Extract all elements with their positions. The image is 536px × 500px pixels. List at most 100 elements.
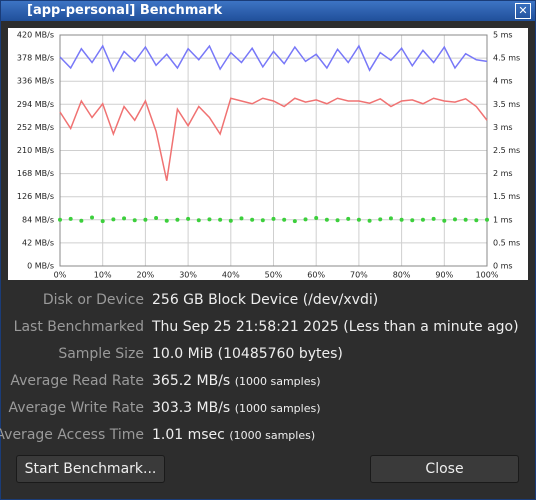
series-point [303, 217, 308, 222]
series-point [335, 218, 340, 223]
y2-tick-label: 0.5 ms [493, 238, 520, 247]
series-point [356, 217, 361, 222]
y2-tick-label: 4.5 ms [493, 54, 520, 63]
series-point [420, 217, 425, 222]
series-point [431, 216, 436, 221]
series-line [59, 44, 488, 73]
info-note: (1000 samples) [234, 375, 321, 388]
series-point [132, 218, 137, 223]
info-row: Average Read Rate 365.2 MB/s (1000 sample… [0, 373, 536, 395]
y-tick-label: 378 MB/s [17, 54, 54, 63]
series-point [378, 217, 383, 222]
start-button[interactable]: Start Benchmark... [16, 455, 165, 483]
series-point [175, 217, 180, 222]
series-point [228, 218, 233, 223]
x-tick-label: 30% [179, 271, 197, 280]
series-point [164, 218, 169, 223]
x-tick-label: 20% [137, 271, 155, 280]
y2-tick-label: 2 ms [493, 169, 513, 178]
y2-tick-label: 4 ms [493, 77, 513, 86]
series-point [111, 217, 116, 222]
info-value: 10.0 MiB (10485760 bytes) [152, 346, 343, 362]
y-tick-label: 210 MB/s [17, 146, 54, 155]
x-tick-label: 10% [94, 271, 112, 280]
info-value-text: 10.0 MiB (10485760 bytes) [152, 346, 343, 362]
info-value: 365.2 MB/s (1000 samples) [152, 373, 321, 389]
series-point [282, 217, 287, 222]
series-point [260, 218, 265, 223]
series-point [314, 215, 319, 220]
info-row: Last Benchmarked Thu Sep 25 21:58:21 2025… [0, 319, 536, 341]
series-point [452, 217, 457, 222]
info-value: 303.3 MB/s (1000 samples) [152, 400, 321, 416]
x-tick-label: 100% [476, 271, 499, 280]
y2-tick-label: 5 ms [493, 31, 513, 40]
info-label: Last Benchmarked [13, 319, 144, 335]
series-point [485, 217, 489, 222]
y2-tick-label: 1 ms [493, 215, 513, 224]
y-tick-label: 294 MB/s [17, 100, 54, 109]
window-title: [app-personal] Benchmark [27, 3, 223, 18]
y-tick-label: 42 MB/s [22, 238, 54, 247]
close-icon[interactable]: ✕ [515, 3, 531, 19]
info-label: Average Write Rate [8, 400, 144, 416]
info-row: Sample Size 10.0 MiB (10485760 bytes) [0, 346, 536, 368]
series-point [271, 216, 276, 221]
x-tick-label: 70% [350, 271, 368, 280]
info-label: Average Access Time [0, 427, 144, 443]
info-value-text: 303.3 MB/s [152, 400, 231, 416]
info-row: Disk or Device 256 GB Block Device (/dev/… [0, 292, 536, 314]
series-point [122, 216, 127, 221]
info-label: Sample Size [58, 346, 144, 362]
series-point [196, 218, 201, 223]
y-tick-label: 168 MB/s [17, 169, 54, 178]
y-tick-label: 126 MB/s [17, 192, 54, 201]
y-tick-label: 252 MB/s [17, 123, 54, 132]
y2-tick-label: 0 ms [493, 262, 513, 271]
y2-tick-label: 1.5 ms [493, 192, 520, 201]
info-value-text: 1.01 msec [152, 427, 225, 443]
info-value-text: 365.2 MB/s [152, 373, 231, 389]
y-tick-label: 336 MB/s [17, 77, 54, 86]
series-point [367, 218, 372, 223]
x-tick-label: 80% [393, 271, 411, 280]
y2-tick-label: 3.5 ms [493, 100, 520, 109]
info-row: Average Write Rate 303.3 MB/s (1000 sampl… [0, 400, 536, 422]
series-point [324, 217, 329, 222]
y-tick-label: 420 MB/s [17, 31, 54, 40]
y2-tick-label: 2.5 ms [493, 146, 520, 155]
series-point [154, 215, 159, 220]
x-tick-label: 50% [265, 271, 283, 280]
series-point [250, 217, 255, 222]
info-value-text: 256 GB Block Device (/dev/xvdi) [152, 292, 379, 308]
series-point [463, 217, 468, 222]
series-point [207, 217, 212, 222]
series-point [143, 217, 148, 222]
info-value: 256 GB Block Device (/dev/xvdi) [152, 292, 378, 308]
x-tick-label: 90% [435, 271, 453, 280]
series-point [410, 218, 415, 223]
x-tick-label: 60% [307, 271, 325, 280]
series-point [79, 218, 84, 223]
series-point [68, 216, 73, 221]
series-line [59, 97, 488, 181]
series-point [58, 217, 62, 222]
series-point [399, 217, 404, 222]
info-note: (1000 samples) [229, 429, 316, 442]
x-tick-label: 0% [54, 271, 67, 280]
series-point [100, 219, 105, 224]
series-point [442, 218, 447, 223]
y2-tick-label: 3 ms [493, 123, 513, 132]
info-label: Average Read Rate [10, 373, 144, 389]
info-value: Thu Sep 25 21:58:21 2025 (Less than a mi… [152, 319, 519, 335]
info-value-text: Thu Sep 25 21:58:21 2025 (Less than a mi… [152, 319, 519, 335]
chart-background [8, 28, 528, 280]
series-point [218, 217, 223, 222]
series-point [186, 216, 191, 221]
series-point [90, 215, 95, 220]
y-tick-label: 0 MB/s [27, 262, 54, 271]
close-button[interactable]: Close [370, 455, 519, 483]
y-tick-label: 84 MB/s [22, 215, 54, 224]
info-label: Disk or Device [42, 292, 144, 308]
